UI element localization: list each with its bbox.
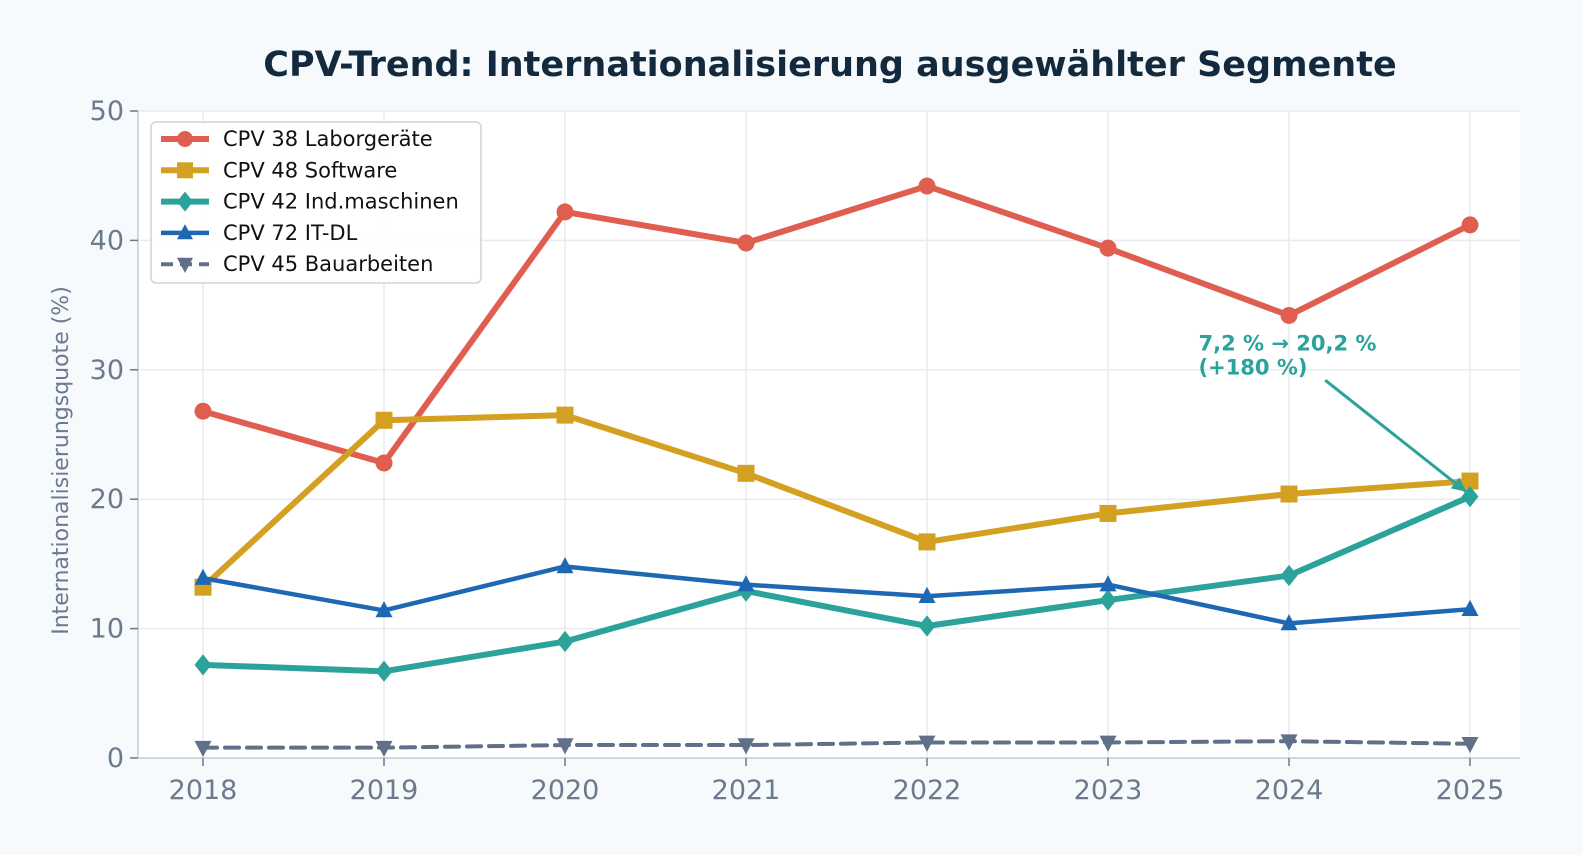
series-line	[201, 739, 1472, 750]
data-point	[194, 402, 212, 420]
data-point	[918, 586, 936, 604]
y-axis-ticks: 0 10 20 30 40 50	[90, 96, 138, 774]
annotation-text: (+180 %)	[1199, 355, 1308, 379]
data-point	[1099, 735, 1117, 752]
legend-label: CPV 45 Bauarbeiten	[223, 252, 433, 276]
data-point	[194, 568, 212, 585]
data-point	[1280, 564, 1298, 587]
series-line	[200, 412, 1473, 591]
data-point	[918, 177, 936, 195]
x-tick-label: 2021	[712, 775, 781, 806]
data-point	[1461, 216, 1479, 234]
legend-marker	[177, 224, 193, 240]
data-point	[194, 654, 212, 676]
data-point	[1099, 504, 1117, 522]
data-point	[375, 740, 393, 757]
data-point	[375, 601, 393, 618]
data-point	[1099, 589, 1117, 611]
legend-item: CPV 72 IT-DL	[161, 221, 358, 245]
data-point	[556, 406, 574, 424]
data-point	[556, 557, 574, 574]
data-point	[556, 630, 574, 653]
x-tick-label: 2022	[893, 775, 962, 806]
annotation-arrowhead	[1450, 477, 1466, 492]
data-point	[737, 575, 755, 592]
legend-label: CPV 42 Ind.maschinen	[223, 190, 459, 214]
y-tick-label: 10	[90, 614, 124, 645]
legend-item: CPV 42 Ind.maschinen	[161, 190, 459, 214]
data-point	[1461, 736, 1479, 754]
data-point	[1280, 306, 1298, 324]
legend-item: CPV 38 Laborgeräte	[161, 127, 433, 151]
data-point	[737, 738, 755, 755]
data-point	[737, 464, 755, 482]
x-tick-label: 2019	[350, 775, 419, 806]
data-point	[918, 735, 936, 752]
legend: CPV 38 Laborgeräte CPV 48 Software CPV 42 …	[150, 121, 482, 284]
data-point	[556, 738, 574, 755]
series-line	[200, 493, 1473, 675]
data-point	[918, 533, 936, 551]
legend-marker	[177, 162, 193, 179]
series-3	[194, 557, 1479, 631]
legend-label: CPV 72 IT-DL	[223, 221, 358, 245]
legend-label: CPV 38 Laborgeräte	[223, 127, 433, 151]
data-point	[1099, 575, 1117, 592]
legend-label: CPV 48 Software	[223, 158, 397, 182]
y-tick-label: 40	[90, 225, 124, 256]
data-point	[1280, 485, 1298, 503]
legend-marker	[177, 191, 193, 212]
data-point	[1461, 472, 1479, 490]
annotation: 7,2 % → 20,2 %(+180 %)	[1199, 331, 1467, 493]
legend-item: CPV 45 Bauarbeiten	[161, 252, 433, 276]
data-point	[556, 203, 574, 221]
y-tick-label: 20	[90, 484, 124, 515]
x-tick-label: 2020	[531, 775, 600, 806]
y-tick-label: 30	[90, 355, 124, 386]
chart-title: CPV-Trend: Internationalisierung ausgewä…	[263, 45, 1396, 85]
data-point	[375, 660, 393, 682]
data-point	[918, 615, 936, 637]
series-group	[194, 177, 1479, 757]
x-tick-label: 2018	[169, 775, 238, 806]
data-point	[1099, 239, 1117, 257]
x-tick-label: 2023	[1074, 775, 1143, 806]
data-point	[194, 740, 212, 757]
data-point	[737, 234, 755, 252]
legend-box	[150, 121, 482, 284]
y-tick-label: 50	[90, 96, 124, 127]
legend-marker	[177, 257, 193, 273]
y-axis-label: Internationalisierungsquote (%)	[49, 286, 74, 635]
annotation-arrow	[1324, 378, 1467, 493]
x-axis-ticks: 2018 2019 2020 2021 2022 2023 2024 2025	[169, 758, 1505, 806]
x-tick-label: 2024	[1255, 775, 1324, 806]
y-tick-label: 0	[107, 743, 124, 774]
data-point	[375, 411, 393, 429]
data-point	[1280, 734, 1298, 751]
annotation-text: 7,2 % → 20,2 %	[1199, 331, 1377, 355]
data-point	[1461, 599, 1479, 616]
data-point	[1280, 614, 1298, 631]
x-tick-label: 2025	[1436, 775, 1505, 806]
series-1	[194, 406, 1479, 596]
legend-marker	[177, 131, 193, 147]
legend-item: CPV 48 Software	[161, 158, 397, 182]
series-line	[200, 564, 1473, 626]
data-point	[375, 454, 393, 472]
series-4	[194, 734, 1479, 757]
